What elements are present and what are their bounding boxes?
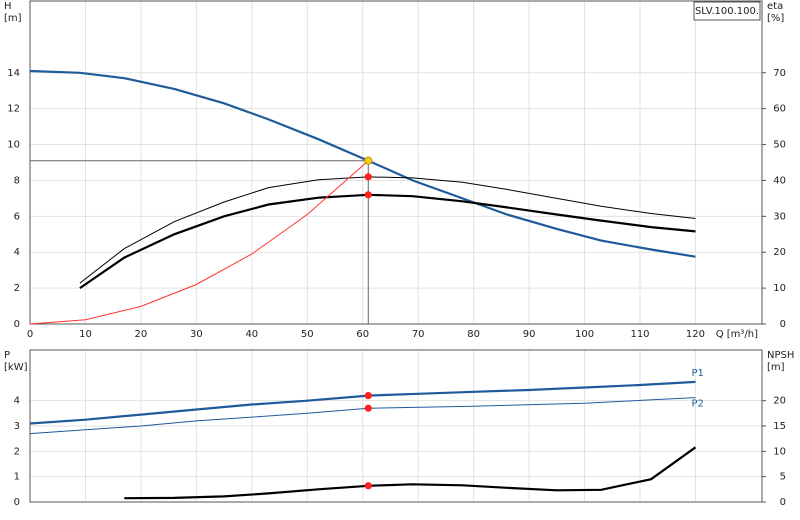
curve-label: P2 <box>691 399 703 410</box>
y-axis-label: [kW] <box>4 362 28 373</box>
x-tick-label: 70 <box>412 329 425 340</box>
x-tick-label: 90 <box>523 329 536 340</box>
y2-tick-label: 70 <box>773 68 786 79</box>
y2-tick-label: 10 <box>773 446 786 457</box>
x-tick-label: 0 <box>27 329 33 340</box>
y2-axis-label: NPSH <box>767 350 794 361</box>
operating-point <box>364 404 372 412</box>
plot-frame <box>29 0 763 325</box>
y-tick-label: 4 <box>14 396 20 407</box>
operating-point <box>364 156 373 165</box>
x-tick-label: 10 <box>79 329 92 340</box>
y-tick-label: 6 <box>14 211 20 222</box>
y2-tick-label: 0 <box>780 497 786 508</box>
y-tick-label: 12 <box>7 104 20 115</box>
y2-tick-label: 20 <box>773 247 786 258</box>
x-tick-label: 120 <box>686 329 705 340</box>
x-tick-label: 30 <box>190 329 203 340</box>
y-tick-label: 14 <box>7 68 20 79</box>
plot-frame <box>29 0 763 325</box>
curve <box>79 193 696 290</box>
y-tick-label: 8 <box>14 175 20 186</box>
curve-label: P1 <box>691 368 703 379</box>
y2-tick-label: 5 <box>780 472 786 483</box>
y-tick-label: 0 <box>14 497 20 508</box>
chart-title: SLV.100.100. <box>695 6 759 17</box>
y-tick-label: 1 <box>14 472 20 483</box>
y2-axis-label: [%] <box>767 13 784 24</box>
y-tick-label: 10 <box>7 140 20 151</box>
x-tick-label: 100 <box>575 329 594 340</box>
x-tick-label: 80 <box>467 329 480 340</box>
operating-point <box>364 482 372 490</box>
curve <box>79 176 696 284</box>
x-tick-label: 40 <box>245 329 258 340</box>
x-tick-label: 60 <box>356 329 369 340</box>
y2-tick-label: 40 <box>773 175 786 186</box>
y2-tick-label: 60 <box>773 104 786 115</box>
y-axis-label: [m] <box>4 13 22 24</box>
y2-tick-label: 15 <box>773 421 786 432</box>
y-tick-label: 0 <box>14 319 20 330</box>
x-tick-label: 20 <box>135 329 148 340</box>
y-tick-label: 2 <box>14 446 20 457</box>
operating-point <box>364 392 372 400</box>
curve <box>29 397 696 435</box>
operating-point <box>364 173 372 181</box>
y-tick-label: 4 <box>14 247 20 258</box>
y-axis-label: H <box>4 1 12 12</box>
y2-axis-label: [m] <box>767 362 785 373</box>
curve <box>124 446 697 500</box>
x-axis-label: Q [m³/h] <box>716 329 758 340</box>
y2-tick-label: 30 <box>773 211 786 222</box>
y2-axis-label: eta <box>767 1 783 12</box>
curve <box>29 160 369 325</box>
y2-tick-label: 10 <box>773 283 786 294</box>
y-tick-label: 3 <box>14 421 20 432</box>
y2-tick-label: 0 <box>780 319 786 330</box>
y2-tick-label: 20 <box>773 396 786 407</box>
plot-frame <box>29 349 763 503</box>
y2-tick-label: 50 <box>773 140 786 151</box>
title-box <box>693 1 761 21</box>
y-axis-label: P <box>4 350 10 361</box>
operating-point <box>364 191 372 199</box>
x-tick-label: 50 <box>301 329 314 340</box>
x-tick-label: 110 <box>630 329 649 340</box>
y-tick-label: 2 <box>14 283 20 294</box>
